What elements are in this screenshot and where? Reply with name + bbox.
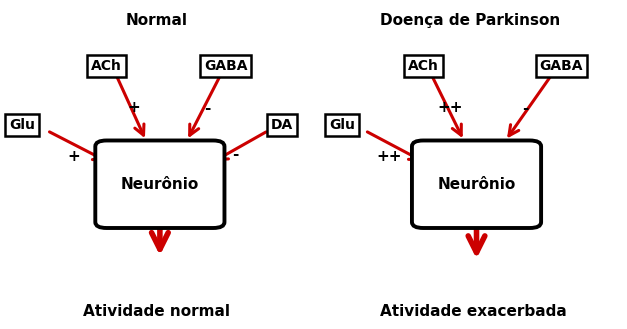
Text: Normal: Normal xyxy=(126,13,187,28)
Text: ++: ++ xyxy=(438,100,463,115)
Text: -: - xyxy=(204,101,210,116)
Text: Neurônio: Neurônio xyxy=(121,177,199,192)
Text: Doença de Parkinson: Doença de Parkinson xyxy=(380,13,561,28)
Text: DA: DA xyxy=(271,118,293,132)
Text: Glu: Glu xyxy=(329,118,355,132)
Text: +: + xyxy=(68,149,80,164)
Text: GABA: GABA xyxy=(539,59,583,73)
Text: GABA: GABA xyxy=(204,59,248,73)
Text: Glu: Glu xyxy=(9,118,35,132)
Text: Atividade normal: Atividade normal xyxy=(83,304,230,319)
Text: ACh: ACh xyxy=(91,59,122,73)
Text: Atividade exacerbada: Atividade exacerbada xyxy=(380,304,567,319)
Text: -: - xyxy=(232,147,238,162)
Text: Neurônio: Neurônio xyxy=(438,177,515,192)
FancyBboxPatch shape xyxy=(95,140,224,228)
FancyBboxPatch shape xyxy=(412,140,541,228)
Text: -: - xyxy=(522,101,529,116)
Text: ++: ++ xyxy=(376,149,401,164)
Text: +: + xyxy=(127,100,140,115)
Text: ACh: ACh xyxy=(408,59,439,73)
